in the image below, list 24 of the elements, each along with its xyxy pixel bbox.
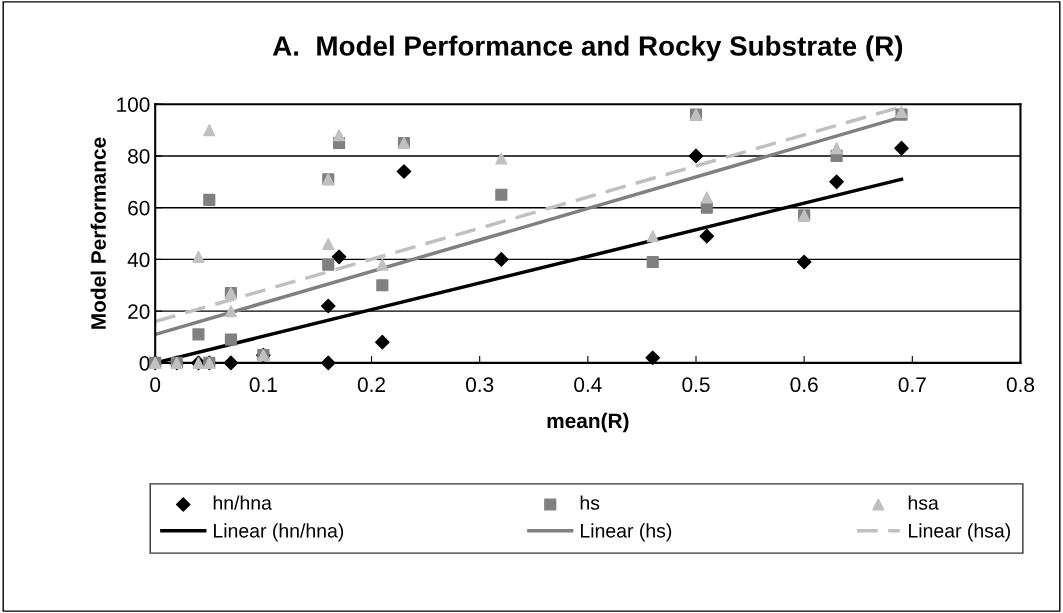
- y-tick-label: 60: [128, 200, 150, 216]
- x-tick-label: 0.7: [898, 377, 926, 393]
- x-tick-label: 0.3: [466, 377, 494, 393]
- chart-title: A. Model Performance and Rocky Substrate (R): [272, 35, 903, 62]
- legend-label: Linear (hs): [581, 523, 672, 542]
- x-tick-label: 0.5: [682, 377, 710, 393]
- y-tick-label: 0: [139, 355, 150, 371]
- x-tick-label: 0: [150, 377, 161, 393]
- legend-label: Linear (hsa): [909, 523, 1011, 542]
- x-tick-label: 0.8: [1006, 377, 1035, 393]
- y-axis-title: Model Performance: [90, 137, 106, 329]
- y-tick-label: 40: [127, 252, 150, 268]
- x-tick-label: 0.6: [790, 377, 818, 393]
- x-tick-label: 0.1: [249, 377, 277, 393]
- x-axis-title: mean(R): [547, 412, 629, 433]
- legend-label: hsa: [908, 495, 939, 510]
- y-tick-label: 100: [117, 97, 150, 112]
- legend-label: Linear (hn/hna): [214, 523, 344, 542]
- x-tick-label: 0.4: [574, 377, 602, 393]
- x-tick-label: 0.2: [357, 377, 385, 393]
- legend-label: hs: [580, 495, 600, 510]
- y-tick-label: 80: [128, 148, 150, 164]
- legend-label: hn/hna: [213, 495, 272, 510]
- y-tick-label: 20: [128, 304, 150, 319]
